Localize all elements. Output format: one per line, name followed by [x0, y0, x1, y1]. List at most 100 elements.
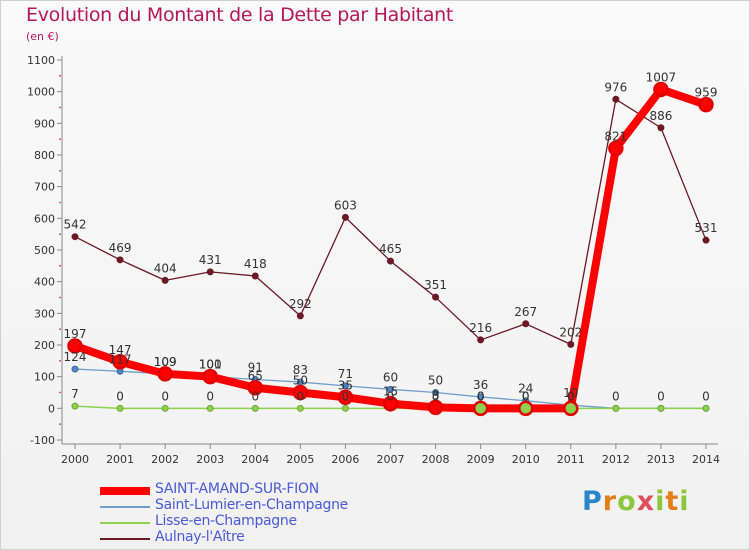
x-tick-label: 2009 — [467, 453, 495, 466]
data-label: 0 — [387, 389, 395, 403]
chart-title: Evolution du Montant de la Dette par Hab… — [26, 4, 454, 26]
series-point-1 — [387, 385, 394, 393]
data-label: 0 — [251, 389, 259, 403]
y-tick-label: 0 — [48, 402, 55, 415]
series-point-3 — [653, 81, 669, 98]
series-point-3 — [292, 384, 309, 401]
chart-subtitle: (en €) — [26, 30, 59, 43]
data-label: 60 — [383, 370, 398, 384]
series-point-0 — [612, 95, 620, 103]
y-minor-tick — [59, 359, 61, 362]
y-tick-label: 600 — [34, 212, 55, 225]
series-point-2 — [296, 404, 304, 412]
data-label: 0 — [702, 389, 710, 403]
data-label: 0 — [477, 389, 485, 403]
data-label: 0 — [612, 389, 620, 403]
series-point-0 — [251, 272, 259, 280]
series-point-3 — [517, 400, 534, 417]
data-label: 65 — [248, 369, 263, 383]
data-label: 109 — [154, 355, 177, 369]
y-minor-tick — [59, 138, 61, 141]
series-point-2 — [657, 404, 665, 412]
x-tick-label: 2005 — [286, 453, 314, 466]
logo-letter: o — [617, 486, 637, 517]
data-label: 24 — [518, 382, 533, 396]
series-point-3 — [337, 389, 354, 405]
data-label: 117 — [109, 352, 132, 366]
x-tick-label: 2013 — [647, 453, 675, 466]
y-tick-label: 400 — [34, 276, 55, 289]
data-label: 0 — [342, 389, 350, 403]
x-tick-label: 2002 — [151, 453, 179, 466]
x-tick-label: 2006 — [331, 453, 359, 466]
legend-swatch — [100, 506, 150, 508]
data-label: 124 — [64, 350, 87, 364]
y-tick-label: 700 — [34, 181, 55, 194]
series-point-1 — [71, 365, 79, 373]
series-point-3 — [427, 399, 444, 416]
data-label: 0 — [477, 389, 485, 403]
data-label: 0 — [522, 389, 530, 403]
series-point-2 — [702, 404, 710, 412]
y-tick-label: 900 — [34, 117, 55, 130]
data-label: 0 — [116, 389, 124, 403]
data-label: 83 — [293, 363, 308, 377]
series-point-3 — [563, 400, 579, 417]
legend-swatch — [100, 487, 150, 495]
x-tick-label: 2011 — [557, 453, 585, 466]
logo-letter: r — [602, 486, 618, 517]
data-label: 101 — [199, 357, 222, 371]
series-point-0 — [567, 340, 575, 348]
logo-letter: x — [636, 486, 656, 517]
data-label: 465 — [379, 242, 402, 256]
data-label: 35 — [338, 378, 353, 392]
y-minor-tick — [59, 328, 61, 331]
series-point-0 — [116, 256, 124, 264]
legend-label: SAINT-AMAND-SUR-FION — [155, 481, 319, 497]
data-label: 821 — [604, 129, 627, 143]
y-minor-tick — [59, 74, 61, 77]
legend-swatch — [100, 522, 150, 524]
data-label: 0 — [522, 389, 530, 403]
data-label: 1007 — [646, 70, 677, 84]
y-minor-tick — [59, 391, 61, 394]
legend-label: Aulnay-l'Aître — [155, 529, 245, 545]
series-point-0 — [161, 276, 169, 284]
data-label: 100 — [199, 358, 222, 372]
x-tick-label: 2014 — [692, 453, 720, 466]
y-tick-label: 500 — [34, 244, 55, 257]
y-minor-tick — [59, 296, 61, 299]
series-point-2 — [71, 402, 79, 410]
series-point-3 — [247, 380, 264, 396]
data-label: 542 — [64, 218, 87, 232]
data-label: 216 — [469, 321, 492, 335]
data-label: 91 — [248, 361, 263, 375]
data-label: 959 — [695, 86, 718, 100]
y-tick-label: 800 — [34, 149, 55, 162]
data-label: 147 — [109, 343, 132, 357]
series-point-3 — [202, 368, 218, 385]
data-label: 71 — [338, 367, 353, 381]
y-minor-tick — [59, 264, 61, 267]
series-point-0 — [341, 213, 349, 221]
series-point-3 — [157, 366, 173, 382]
data-label: 531 — [695, 221, 718, 235]
data-label: 0 — [567, 389, 575, 403]
series-point-2 — [161, 404, 169, 412]
data-label: 0 — [567, 389, 575, 403]
data-label: 7 — [71, 387, 79, 401]
data-label: 0 — [297, 389, 305, 403]
y-tick-label: 100 — [34, 371, 55, 384]
data-label: 469 — [109, 241, 132, 255]
y-minor-tick — [59, 423, 61, 426]
data-label: 3 — [432, 388, 440, 402]
y-tick-label: 1100 — [27, 54, 55, 67]
x-tick-label: 2012 — [602, 453, 630, 466]
data-label: 50 — [428, 374, 443, 388]
data-label: 202 — [559, 325, 582, 339]
data-label: 0 — [161, 389, 169, 403]
series-point-0 — [522, 320, 530, 328]
series-point-3 — [608, 140, 624, 157]
series-point-3 — [698, 96, 714, 113]
series-point-2 — [206, 404, 214, 412]
